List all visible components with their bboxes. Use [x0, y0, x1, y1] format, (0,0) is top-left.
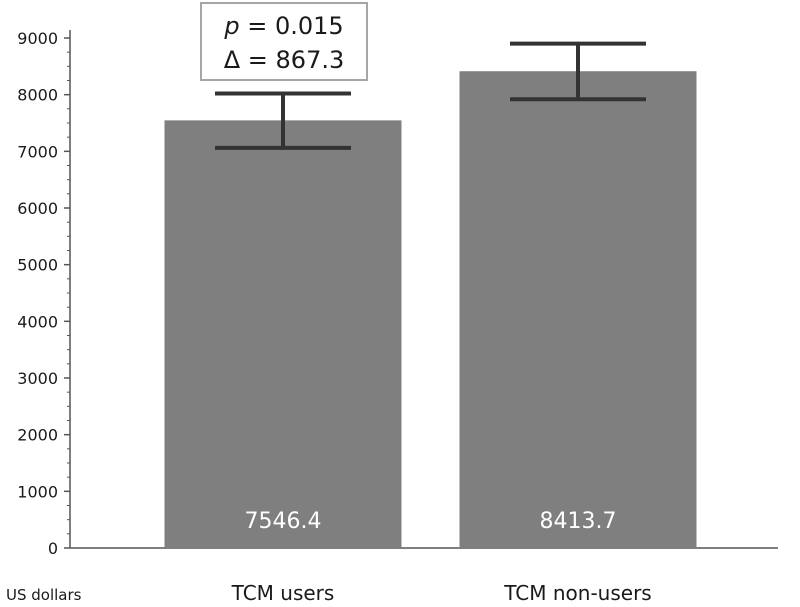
x-category-label: TCM users	[231, 581, 335, 605]
y-unit-label: US dollars	[6, 586, 82, 604]
bar-value-label: 7546.4	[245, 509, 322, 534]
y-tick-label: 8000	[17, 86, 58, 105]
y-tick-label: 0	[48, 539, 58, 558]
y-tick-label: 4000	[17, 312, 58, 331]
bars	[164, 71, 697, 548]
y-tick-label: 3000	[17, 369, 58, 388]
labels: 0 1000 2000 3000 4000 5000 6000 7000 8000 9000 754…	[6, 29, 652, 605]
y-tick-label: 1000	[17, 482, 58, 501]
y-tick-label: 2000	[17, 426, 58, 445]
y-tick-label: 6000	[17, 199, 58, 218]
x-category-label: TCM non-users	[503, 581, 651, 605]
p-value-text: p = 0.015	[223, 12, 343, 40]
error-bars	[215, 41, 646, 150]
bar	[459, 71, 697, 548]
y-tick-label: 5000	[17, 256, 58, 275]
stat-annotation-box	[200, 2, 368, 81]
delta-text: Δ = 867.3	[224, 46, 345, 74]
stat-annotation: p = 0.015 Δ = 867.3	[200, 2, 368, 81]
y-tick-label: 9000	[17, 29, 58, 48]
bar	[164, 120, 402, 548]
y-tick-label: 7000	[17, 142, 58, 161]
bar-value-label: 8413.7	[540, 509, 617, 534]
